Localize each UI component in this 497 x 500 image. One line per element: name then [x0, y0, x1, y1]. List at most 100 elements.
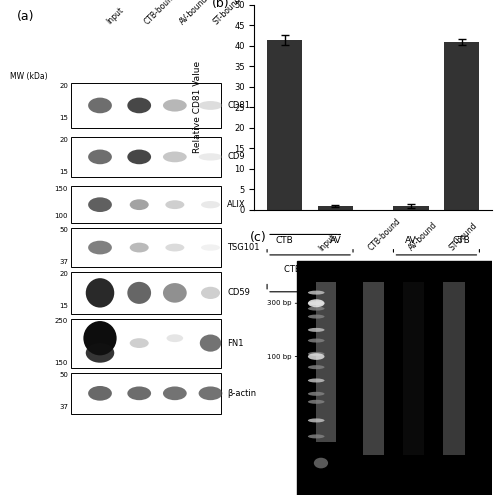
Ellipse shape [308, 378, 325, 382]
Text: AV-bound: AV-bound [178, 0, 211, 26]
Text: 37: 37 [59, 404, 68, 410]
Ellipse shape [308, 365, 325, 369]
Ellipse shape [199, 101, 222, 110]
Ellipse shape [88, 198, 112, 212]
Ellipse shape [308, 353, 325, 360]
Ellipse shape [127, 150, 151, 164]
Text: CD59: CD59 [227, 288, 250, 298]
Text: 20: 20 [59, 272, 68, 278]
Y-axis label: Relative CD81 Value: Relative CD81 Value [193, 62, 202, 154]
Bar [443, 282, 465, 455]
Text: TSG101: TSG101 [227, 243, 259, 252]
Ellipse shape [130, 200, 149, 210]
Text: (b): (b) [212, 0, 229, 10]
FancyBboxPatch shape [72, 318, 221, 368]
Ellipse shape [130, 338, 149, 348]
Text: (a): (a) [17, 10, 34, 23]
Ellipse shape [166, 334, 183, 342]
Ellipse shape [86, 278, 114, 308]
Text: CD81: CD81 [227, 101, 250, 110]
Text: CTB-bound: CTB-bound [143, 0, 179, 26]
Ellipse shape [308, 306, 325, 310]
Bar [297, 260, 492, 495]
FancyBboxPatch shape [72, 272, 221, 314]
Text: 100 bp: 100 bp [267, 354, 291, 360]
Bar [318, 206, 353, 210]
Text: AV-bound: AV-bound [407, 220, 439, 252]
Ellipse shape [201, 244, 220, 250]
Text: 100: 100 [55, 212, 68, 218]
Text: 50: 50 [59, 228, 68, 234]
Text: CTB: CTB [276, 236, 294, 246]
Ellipse shape [308, 418, 325, 422]
Ellipse shape [308, 338, 325, 342]
Text: (c): (c) [249, 232, 266, 244]
Text: β-actin: β-actin [227, 389, 256, 398]
Text: 15: 15 [59, 304, 68, 310]
Text: FN1: FN1 [227, 338, 244, 347]
Ellipse shape [163, 386, 187, 400]
Ellipse shape [201, 287, 220, 299]
FancyBboxPatch shape [72, 228, 221, 267]
Text: AV: AV [330, 236, 341, 246]
Text: ST-bound: ST-bound [448, 221, 479, 252]
Bar [394, 206, 429, 210]
Bar [362, 282, 384, 455]
Ellipse shape [308, 314, 325, 318]
Ellipse shape [308, 400, 325, 404]
Text: ALIX: ALIX [227, 200, 246, 209]
Ellipse shape [127, 282, 151, 304]
FancyBboxPatch shape [72, 138, 221, 176]
Text: 300 bp: 300 bp [267, 300, 291, 306]
Text: 150: 150 [55, 186, 68, 192]
Ellipse shape [86, 343, 114, 362]
FancyBboxPatch shape [72, 84, 221, 128]
FancyBboxPatch shape [72, 186, 221, 223]
Ellipse shape [88, 240, 112, 254]
Text: ST-bound: ST-bound [212, 0, 243, 26]
Text: 20: 20 [59, 83, 68, 89]
Text: CTB-bound: CTB-bound [367, 216, 403, 252]
Ellipse shape [314, 458, 328, 468]
Text: CD9: CD9 [227, 152, 245, 162]
Ellipse shape [163, 283, 187, 302]
Ellipse shape [166, 244, 184, 252]
Ellipse shape [130, 242, 149, 252]
Text: CTB then AV: CTB then AV [284, 265, 336, 274]
Text: AV: AV [406, 236, 417, 246]
Ellipse shape [308, 434, 325, 438]
Ellipse shape [127, 98, 151, 114]
Bar [444, 42, 480, 210]
Text: Input: Input [317, 232, 337, 252]
Text: 20: 20 [59, 136, 68, 143]
Ellipse shape [166, 200, 184, 209]
Text: 250: 250 [55, 318, 68, 324]
Bar [316, 282, 336, 442]
Ellipse shape [163, 100, 187, 112]
Text: AV then CTB: AV then CTB [411, 265, 463, 274]
Ellipse shape [200, 334, 221, 351]
Ellipse shape [163, 152, 187, 162]
Ellipse shape [308, 290, 325, 294]
Ellipse shape [308, 300, 325, 308]
Ellipse shape [308, 392, 325, 396]
Ellipse shape [88, 98, 112, 114]
Text: 50: 50 [59, 372, 68, 378]
Ellipse shape [199, 386, 222, 400]
Ellipse shape [88, 150, 112, 164]
Text: 15: 15 [59, 168, 68, 174]
Bar [403, 282, 424, 455]
Ellipse shape [88, 386, 112, 400]
Ellipse shape [308, 302, 325, 306]
Ellipse shape [199, 153, 222, 160]
Bar [267, 40, 303, 210]
Ellipse shape [83, 321, 117, 356]
Text: CTB: CTB [453, 236, 471, 246]
Ellipse shape [308, 328, 325, 332]
Text: 37: 37 [59, 259, 68, 265]
Text: MW (kDa): MW (kDa) [10, 72, 47, 80]
Text: 150: 150 [55, 360, 68, 366]
Ellipse shape [308, 352, 325, 356]
Ellipse shape [201, 201, 220, 208]
FancyBboxPatch shape [72, 372, 221, 414]
